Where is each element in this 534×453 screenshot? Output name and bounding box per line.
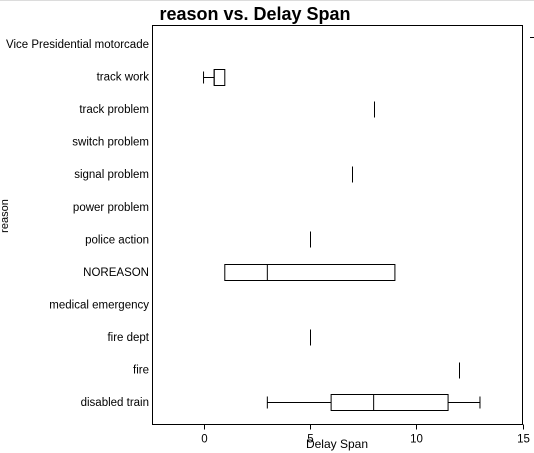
category-label: fire: [133, 365, 149, 377]
category-label: track work: [97, 72, 150, 84]
x-tick-label: 0: [201, 434, 207, 446]
x-tick-label: 10: [410, 434, 423, 446]
category-label: NOREASON: [83, 267, 149, 279]
x-tick-label: 5: [307, 434, 313, 446]
box-7: [224, 264, 396, 281]
box-1: [203, 69, 226, 86]
category-label: track problem: [79, 104, 149, 116]
category-label: Vice Presidential motorcade: [6, 39, 149, 51]
iqr-box: [330, 394, 449, 411]
window-top-edge: [0, 0, 534, 1]
category-label: switch problem: [72, 137, 149, 149]
iqr-box: [213, 69, 226, 86]
category-label: disabled train: [81, 397, 149, 409]
box-11: [266, 394, 481, 411]
chart-title: reason vs. Delay Span: [159, 4, 351, 24]
category-label: medical emergency: [49, 299, 149, 311]
category-labels: Vice Presidential motorcade track work tra…: [6, 39, 150, 409]
category-label: power problem: [73, 202, 149, 214]
x-axis-ticks: 0 5 10 15: [201, 424, 530, 446]
plot-frame: [152, 25, 523, 425]
boxes-layer: [203, 69, 481, 411]
x-tick-label: 15: [517, 434, 530, 446]
x-axis-label: Delay Span: [305, 437, 369, 451]
category-label: police action: [85, 234, 149, 246]
iqr-box: [224, 264, 396, 281]
category-label: signal problem: [74, 169, 149, 181]
category-label: fire dept: [107, 332, 149, 344]
